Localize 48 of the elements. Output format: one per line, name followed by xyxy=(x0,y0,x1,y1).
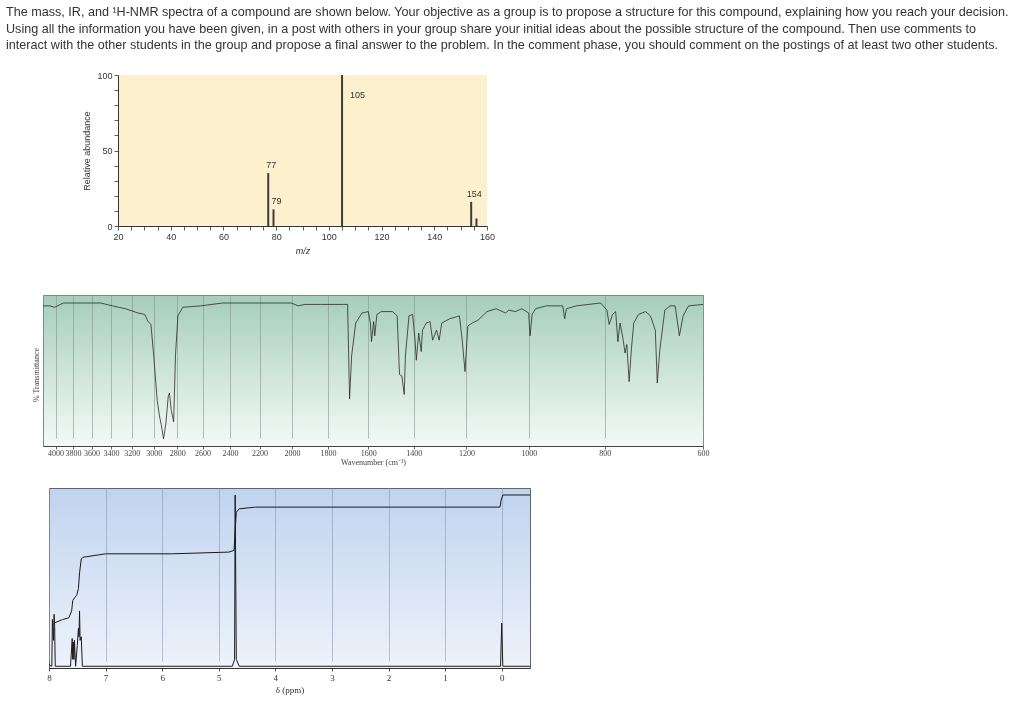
x-tick-label: 7 xyxy=(103,672,109,683)
x-tick-label: 2 xyxy=(386,672,392,683)
x-tick-label: 100 xyxy=(321,231,337,242)
y-tick-label: 100 xyxy=(97,70,113,81)
x-tick-label: 5 xyxy=(217,672,223,683)
x-tick-label: 20 xyxy=(113,231,124,242)
text: The mass, IR, and ¹H-NMR spectra of a compound are shown below. Your objective as a group is to propose a structure for this compound, explaining how you reach your decision. Using all the information you have been given, in a post with others in your group share your initial ideas about the possible structure of the compound. Then use comments to interact with the other students in the group and propose a final answer to the problem. In the comment phase, you should comment on the postings of at least two other students. xyxy=(6,4,1010,54)
x-tick-label: 1200 xyxy=(458,449,475,458)
x-tick-label: 1600 xyxy=(360,449,377,458)
y-axis-title: % Transmittance xyxy=(31,347,41,402)
x-tick-label: 1000 xyxy=(521,449,538,458)
annotation: 77 xyxy=(266,160,277,171)
x-axis-title: δ (ppm) xyxy=(275,684,305,695)
y-tick-label: 50 xyxy=(102,146,113,156)
annotation: 105 xyxy=(350,90,366,100)
x-tick-label: 0 xyxy=(499,672,505,683)
x-tick-label: 160 xyxy=(479,231,496,242)
x-tick-label: 1 xyxy=(443,672,448,683)
x-tick-label: 120 xyxy=(374,231,390,242)
x-tick-label: 6 xyxy=(160,672,166,683)
x-tick-label: 3400 xyxy=(103,449,120,458)
x-tick-label: 3600 xyxy=(84,449,101,458)
x-tick-label: 2400 xyxy=(222,449,239,458)
x-axis-title: Wavenumber (cm⁻¹) xyxy=(341,458,407,467)
x-tick-label: 8 xyxy=(47,672,53,683)
x-tick-label: 1800 xyxy=(320,449,337,458)
y-tick-label: 0 xyxy=(107,221,113,232)
x-tick-label: 80 xyxy=(271,231,282,242)
x-axis-title: m/z xyxy=(295,245,311,256)
annotation: 79 xyxy=(271,196,282,207)
x-tick-label: 4 xyxy=(273,672,279,683)
x-tick-label: 2600 xyxy=(195,449,212,458)
x-tick-label: 3 xyxy=(330,672,336,683)
y-axis-title: Relative abundance xyxy=(82,111,93,191)
x-tick-label: 600 xyxy=(697,449,710,458)
x-tick-label: 2000 xyxy=(284,449,301,458)
x-tick-label: 1400 xyxy=(406,449,423,458)
x-tick-label: 3200 xyxy=(124,449,141,458)
x-tick-label: 4000 xyxy=(48,449,65,458)
x-tick-label: 60 xyxy=(218,231,229,242)
x-tick-label: 800 xyxy=(599,449,612,458)
annotation: 154 xyxy=(466,188,482,199)
x-tick-label: 140 xyxy=(427,231,443,242)
x-tick-label: 2200 xyxy=(252,449,269,458)
x-tick-label: 2800 xyxy=(169,449,186,458)
x-tick-label: 3000 xyxy=(146,449,163,458)
x-tick-label: 40 xyxy=(166,231,177,242)
x-tick-label: 3800 xyxy=(65,449,82,458)
